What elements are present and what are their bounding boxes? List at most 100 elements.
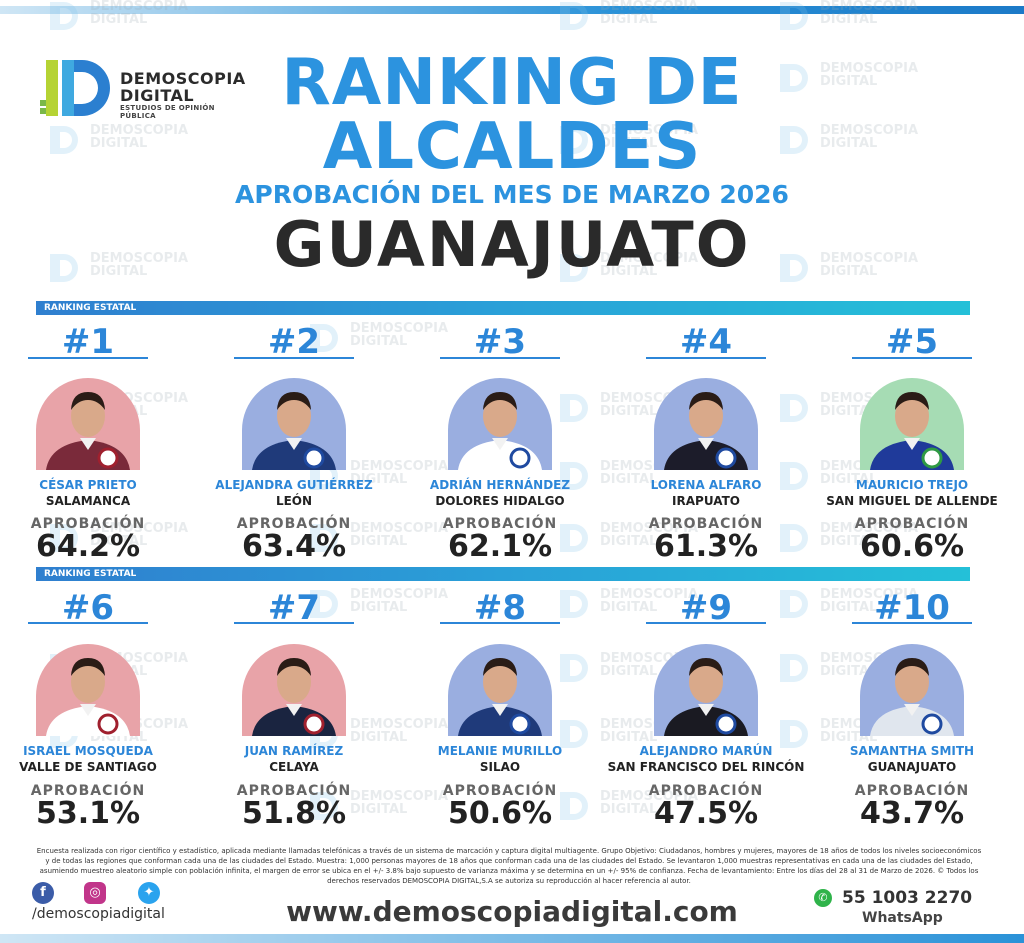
methodology-note: Encuesta realizada con rigor científico …: [36, 847, 982, 885]
avatar-silhouette-icon: [664, 658, 748, 736]
approval-percentage: 62.1%: [447, 529, 553, 564]
top-accent-bar: [0, 6, 1024, 14]
rank-divider: [440, 357, 560, 359]
rank-number: #6: [61, 588, 115, 628]
avatar-silhouette-icon: [252, 392, 336, 470]
ranking-band-top: RANKING ESTATAL: [36, 301, 970, 315]
mayor-name: ISRAEL MOSQUEDA: [23, 744, 153, 758]
mayor-photo: [860, 378, 964, 470]
mayor-city: SAN FRANCISCO DEL RINCÓN: [607, 760, 805, 774]
mayor-city: SAN MIGUEL DE ALLENDE: [826, 494, 998, 508]
logo-text: DEMOSCOPIA DIGITAL: [120, 70, 246, 104]
ranking-band-bottom: RANKING ESTATAL: [36, 567, 970, 581]
logo-line2: DIGITAL: [120, 86, 195, 105]
rank-number: #3: [473, 322, 527, 362]
rank-divider: [28, 622, 148, 624]
band-label: RANKING ESTATAL: [44, 303, 137, 313]
rank-number: #10: [874, 588, 950, 628]
approval-percentage: 51.8%: [241, 796, 347, 831]
mayor-photo: [654, 644, 758, 736]
band-label: RANKING ESTATAL: [44, 569, 137, 579]
approval-label: APROBACIÓN: [236, 783, 352, 799]
mayor-city: GUANAJUATO: [867, 760, 957, 774]
mayor-name: ALEJANDRA GUTIÉRREZ: [215, 478, 373, 492]
rank-number: #5: [885, 322, 939, 362]
rank-divider: [440, 622, 560, 624]
approval-label: APROBACIÓN: [236, 516, 352, 532]
phone-number[interactable]: 55 1003 2270: [842, 888, 973, 908]
mayor-name: ALEJANDRO MARÚN: [639, 744, 773, 758]
rank-divider: [28, 357, 148, 359]
bottom-accent-bar: [0, 934, 1024, 943]
logo: DEMOSCOPIA DIGITAL ESTUDIOS DE OPINIÓN P…: [40, 60, 250, 120]
avatar-silhouette-icon: [870, 658, 954, 736]
facebook-icon[interactable]: f: [32, 882, 54, 904]
mayor-name: SAMANTHA SMITH: [849, 744, 975, 758]
mayor-city: LEÓN: [275, 494, 313, 508]
mayor-name: LORENA ALFARO: [650, 478, 762, 492]
mayor-name: ADRIÁN HERNÁNDEZ: [429, 478, 571, 492]
approval-percentage: 43.7%: [859, 796, 965, 831]
rank-divider: [852, 622, 972, 624]
twitter-icon[interactable]: ✦: [138, 882, 160, 904]
website-link[interactable]: www.demoscopiadigital.com: [286, 895, 738, 928]
rank-divider: [646, 357, 766, 359]
mayor-photo: [654, 378, 758, 470]
state-name: GUANAJUATO: [273, 208, 751, 281]
approval-label: APROBACIÓN: [442, 783, 558, 799]
approval-percentage: 61.3%: [653, 529, 759, 564]
mayor-photo: [448, 378, 552, 470]
avatar-silhouette-icon: [252, 658, 336, 736]
mayor-city: SILAO: [479, 760, 521, 774]
rank-divider: [234, 357, 354, 359]
avatar-silhouette-icon: [458, 392, 542, 470]
approval-label: APROBACIÓN: [30, 783, 146, 799]
mayor-city: DOLORES HIDALGO: [435, 494, 565, 508]
avatar-silhouette-icon: [870, 392, 954, 470]
mayor-name: CÉSAR PRIETO: [39, 478, 137, 492]
approval-label: APROBACIÓN: [854, 783, 970, 799]
approval-percentage: 64.2%: [35, 529, 141, 564]
whatsapp-label: WhatsApp: [862, 910, 943, 926]
mayor-photo: [242, 644, 346, 736]
logo-line1: DEMOSCOPIA: [120, 69, 246, 88]
rank-divider: [646, 622, 766, 624]
mayor-photo: [36, 378, 140, 470]
approval-label: APROBACIÓN: [648, 783, 764, 799]
avatar-silhouette-icon: [664, 392, 748, 470]
approval-percentage: 60.6%: [859, 529, 965, 564]
mayor-photo: [242, 378, 346, 470]
mayor-photo: [448, 644, 552, 736]
mayor-name: JUAN RAMÍREZ: [244, 744, 344, 758]
mayor-photo: [860, 644, 964, 736]
page-title-line2: ALCALDES: [322, 110, 702, 184]
instagram-icon[interactable]: ◎: [84, 882, 106, 904]
social-handle[interactable]: /demoscopiadigital: [32, 906, 165, 922]
rank-divider: [234, 622, 354, 624]
approval-label: APROBACIÓN: [30, 516, 146, 532]
mayor-city: CELAYA: [269, 760, 319, 774]
rank-number: #2: [267, 322, 321, 362]
approval-percentage: 47.5%: [653, 796, 759, 831]
mayor-city: IRAPUATO: [672, 494, 740, 508]
mayor-photo: [36, 644, 140, 736]
approval-percentage: 53.1%: [35, 796, 141, 831]
rank-divider: [852, 357, 972, 359]
mayor-city: VALLE DE SANTIAGO: [19, 760, 157, 774]
